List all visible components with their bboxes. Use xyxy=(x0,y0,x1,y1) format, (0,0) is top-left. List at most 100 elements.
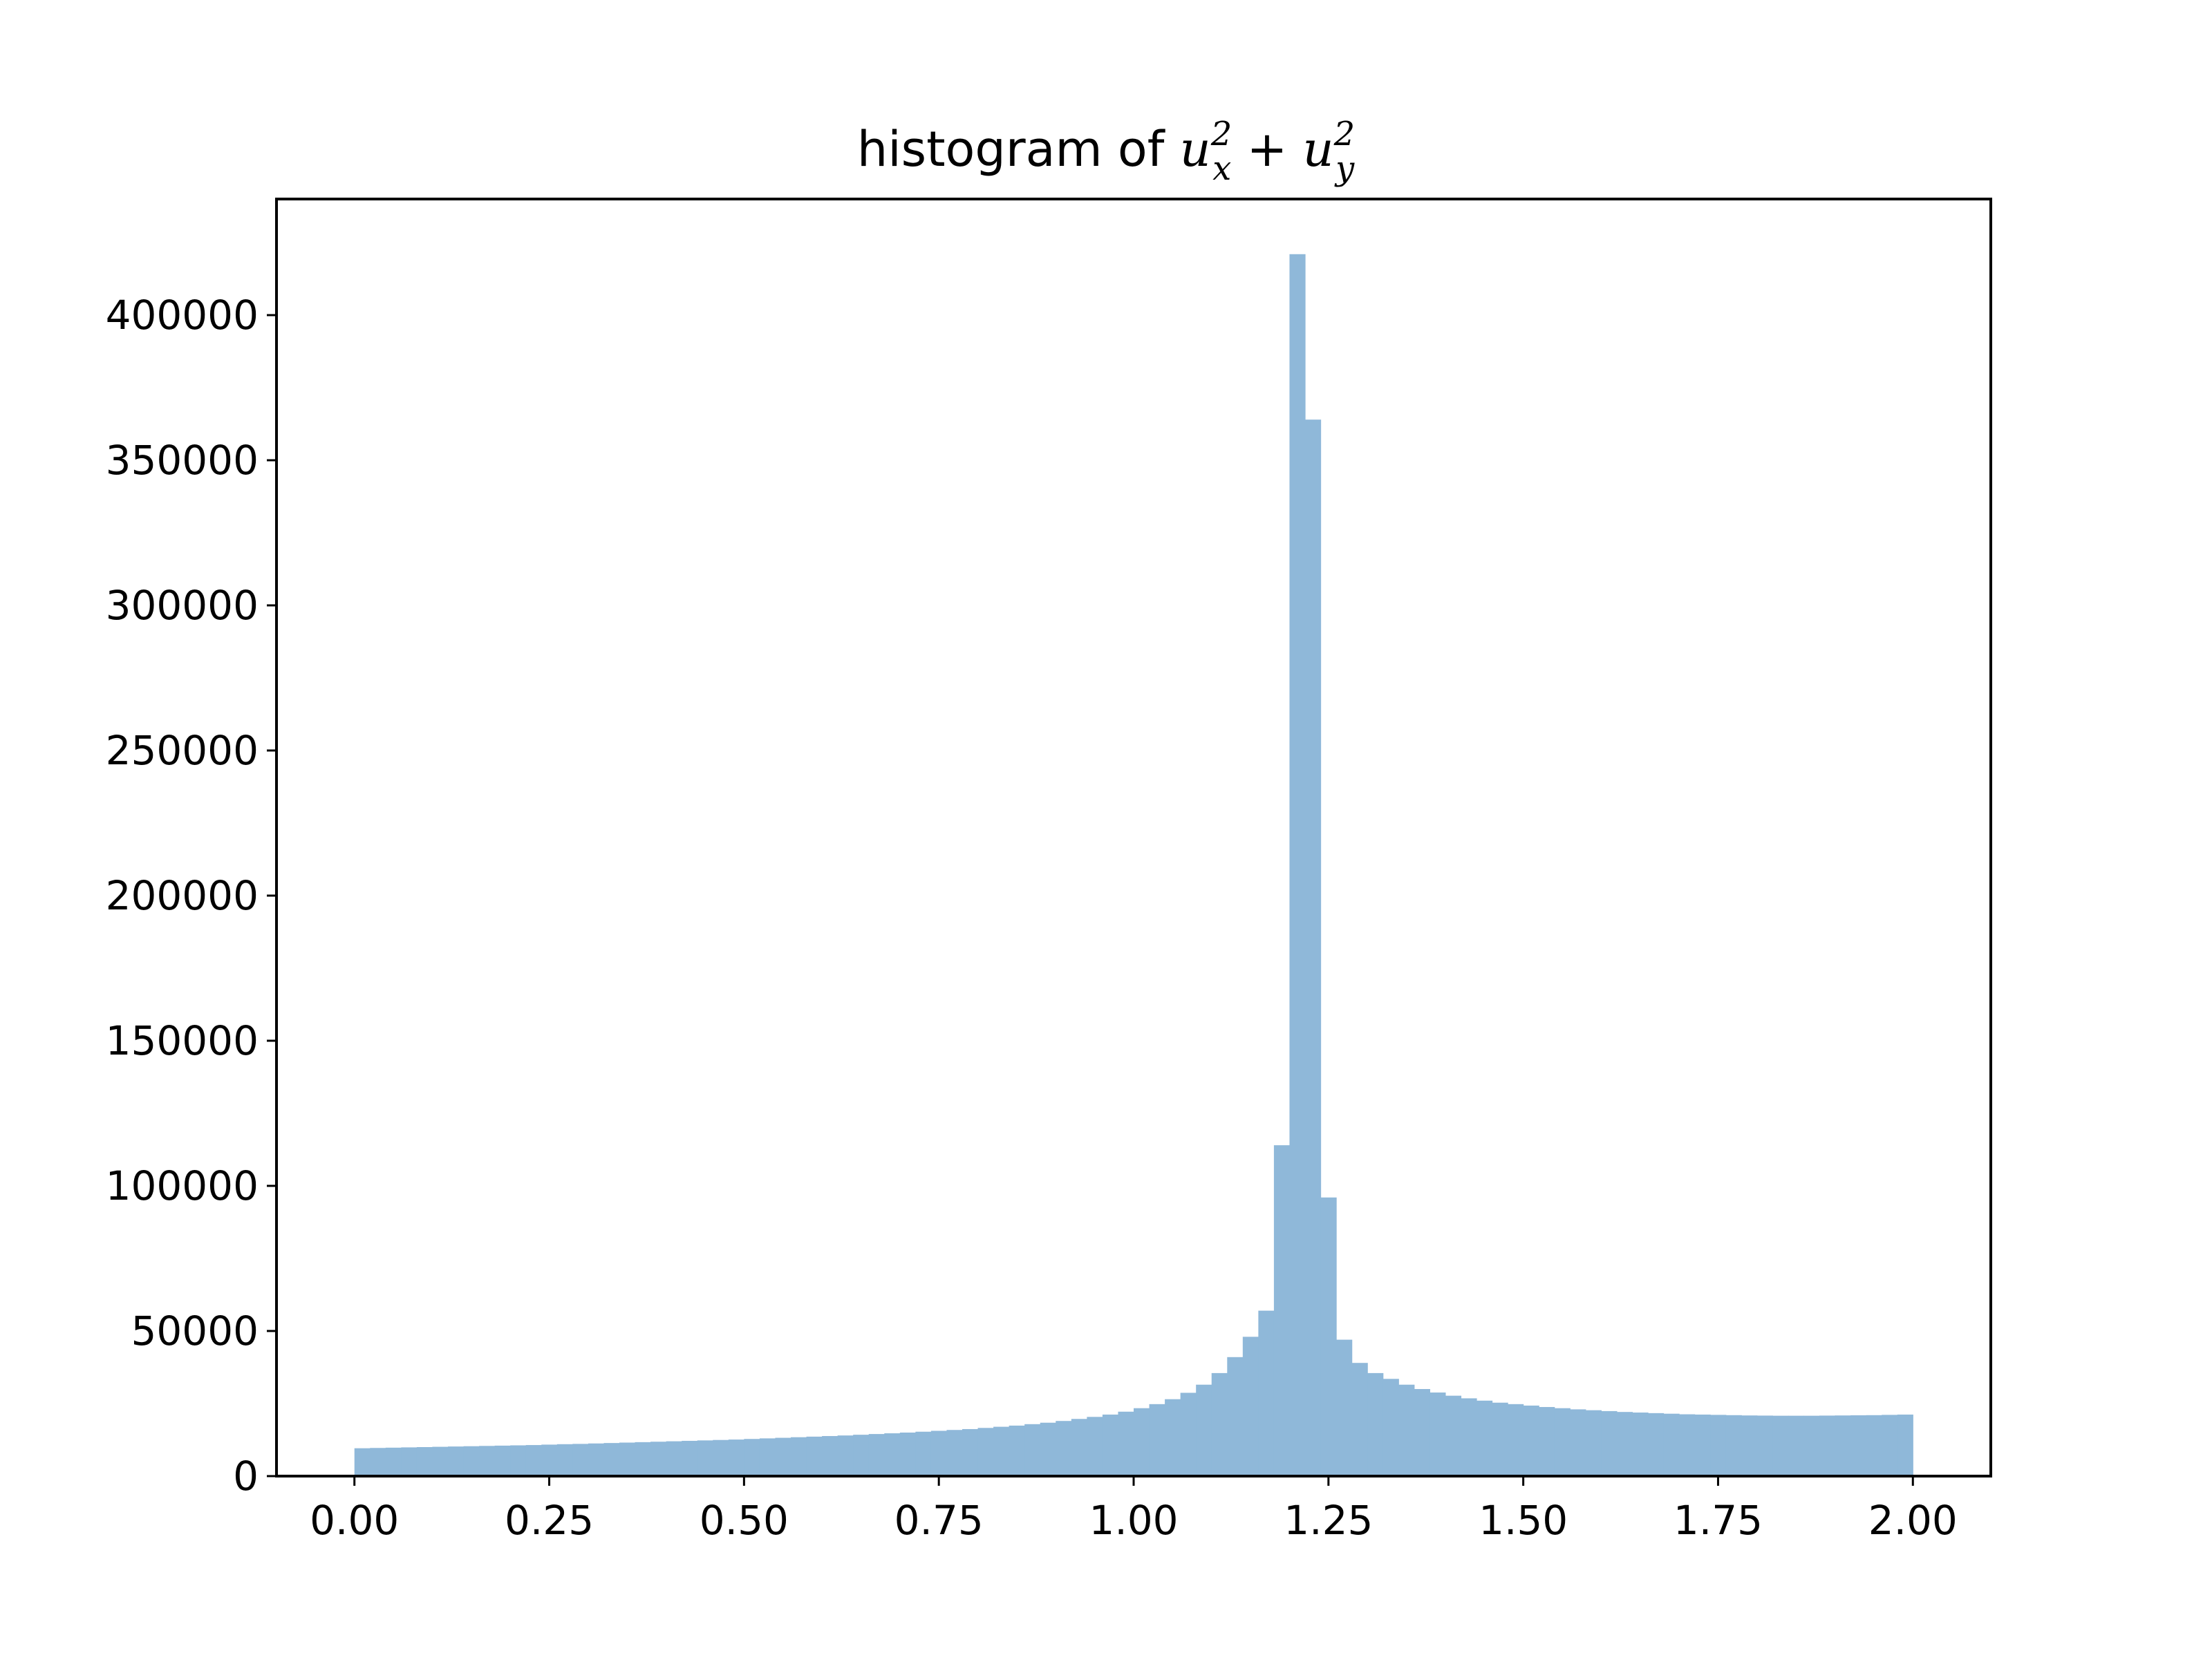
histogram-bar xyxy=(1819,1415,1836,1476)
histogram-bar xyxy=(479,1446,496,1476)
y-tick-label: 0 xyxy=(233,1453,259,1500)
x-tick-label: 0.75 xyxy=(894,1497,984,1544)
y-tick-label: 250000 xyxy=(106,727,259,774)
y-tick-label: 350000 xyxy=(106,437,259,484)
histogram-bar xyxy=(1196,1384,1212,1476)
histogram-bar xyxy=(1788,1415,1805,1476)
histogram-bar xyxy=(899,1433,916,1476)
histogram-bar xyxy=(370,1448,386,1476)
title-term1-base: u xyxy=(1180,121,1211,178)
title-term2-sup: 2 xyxy=(1333,115,1356,153)
histogram-bar xyxy=(1570,1409,1586,1476)
histogram-bar xyxy=(1725,1415,1742,1476)
histogram-bar xyxy=(930,1430,948,1476)
histogram-bar xyxy=(993,1426,1010,1476)
y-tick-label: 300000 xyxy=(106,582,259,629)
histogram-bar xyxy=(1445,1395,1462,1476)
x-tick-label: 0.50 xyxy=(700,1497,789,1544)
histogram-bar xyxy=(1648,1413,1665,1476)
histogram-bar xyxy=(385,1447,402,1476)
histogram-bar xyxy=(1367,1372,1384,1476)
histogram-bar xyxy=(1414,1389,1430,1476)
histogram-bar xyxy=(1601,1410,1618,1476)
x-tick-label: 1.25 xyxy=(1284,1497,1373,1544)
title-term2-sub: y xyxy=(1334,149,1355,188)
histogram-bar xyxy=(401,1447,418,1476)
histogram-bar xyxy=(1554,1408,1571,1476)
title-term1-sup: 2 xyxy=(1210,115,1232,153)
histogram-bar xyxy=(650,1442,667,1476)
histogram-bar xyxy=(1149,1404,1165,1476)
histogram-bar xyxy=(1632,1413,1649,1476)
histogram-bar xyxy=(1430,1392,1446,1476)
histogram-bar xyxy=(1835,1415,1851,1476)
y-tick-label: 150000 xyxy=(106,1017,259,1064)
histogram-bar xyxy=(962,1428,979,1476)
histogram-bar xyxy=(463,1446,480,1476)
histogram-bar xyxy=(432,1446,449,1476)
y-tick-label: 100000 xyxy=(106,1162,259,1209)
histogram-bar xyxy=(1398,1384,1415,1476)
histogram-bar xyxy=(1056,1421,1072,1476)
x-tick-label: 1.75 xyxy=(1674,1497,1763,1544)
x-axis-ticks: 0.00 0.25 0.50 0.75 1.00 1.25 1.50 1.75 2.00 xyxy=(310,1476,1958,1544)
histogram-bar xyxy=(1585,1410,1602,1476)
histogram-bar xyxy=(682,1440,698,1476)
histogram-bar xyxy=(541,1444,558,1476)
histogram-bar xyxy=(1320,1197,1337,1476)
histogram-bar xyxy=(1071,1419,1087,1476)
x-tick-label: 1.00 xyxy=(1089,1497,1178,1544)
histogram-bar xyxy=(837,1435,854,1476)
histogram-bar xyxy=(1211,1372,1228,1476)
histogram-bar xyxy=(1694,1414,1711,1476)
histogram-bar xyxy=(1523,1405,1539,1476)
histogram-bar xyxy=(1024,1424,1041,1476)
histogram-bar xyxy=(1679,1414,1696,1476)
histogram-bar xyxy=(853,1435,870,1476)
histogram-bar xyxy=(1165,1399,1181,1476)
histogram-bar xyxy=(666,1441,682,1476)
histogram-bar xyxy=(619,1442,636,1476)
histogram-bar xyxy=(1227,1357,1244,1476)
histogram-bar xyxy=(868,1434,885,1476)
histogram-bar xyxy=(1492,1402,1508,1476)
histogram-bar xyxy=(806,1436,823,1476)
y-axis-ticks: 0 50000 100000 150000 200000 250000 300000 3500… xyxy=(106,292,276,1500)
histogram-bar xyxy=(1273,1145,1291,1476)
histogram-bar xyxy=(744,1439,760,1476)
histogram-bar xyxy=(884,1433,901,1476)
histogram-bar xyxy=(1118,1411,1134,1476)
histogram-bar xyxy=(448,1446,465,1476)
histogram-bar xyxy=(1741,1415,1758,1476)
histogram-bar xyxy=(1663,1413,1680,1476)
histogram-bar xyxy=(1772,1415,1789,1476)
y-tick-label: 200000 xyxy=(106,872,259,919)
histogram-bar xyxy=(728,1439,744,1476)
x-tick-label: 0.00 xyxy=(310,1497,399,1544)
histogram-bar xyxy=(510,1445,527,1476)
chart-title: histogram of u2 x + u2 y xyxy=(857,115,1355,188)
histogram-bar xyxy=(1616,1412,1633,1476)
histogram-bar xyxy=(1508,1404,1524,1476)
histogram-bar xyxy=(635,1442,651,1476)
histogram-bar xyxy=(416,1447,433,1476)
histogram-bar xyxy=(822,1436,838,1476)
histogram-bar xyxy=(1461,1398,1477,1476)
plot-area-frame xyxy=(275,198,1992,1477)
histogram-bar xyxy=(1258,1310,1275,1476)
histogram-bar xyxy=(1102,1414,1119,1476)
histogram-bar xyxy=(1040,1422,1056,1476)
histogram-bar xyxy=(1866,1415,1882,1476)
histogram-bar xyxy=(1850,1415,1867,1476)
y-tick-label: 400000 xyxy=(106,292,259,339)
histogram-bar xyxy=(697,1440,713,1476)
histogram-bar xyxy=(713,1439,729,1476)
histogram-bar xyxy=(1803,1415,1820,1476)
x-tick-label: 0.25 xyxy=(505,1497,594,1544)
y-tick-label: 50000 xyxy=(131,1307,259,1354)
histogram-bar xyxy=(494,1445,511,1476)
histogram-bar xyxy=(1009,1425,1025,1476)
histogram-bar xyxy=(1087,1417,1103,1476)
